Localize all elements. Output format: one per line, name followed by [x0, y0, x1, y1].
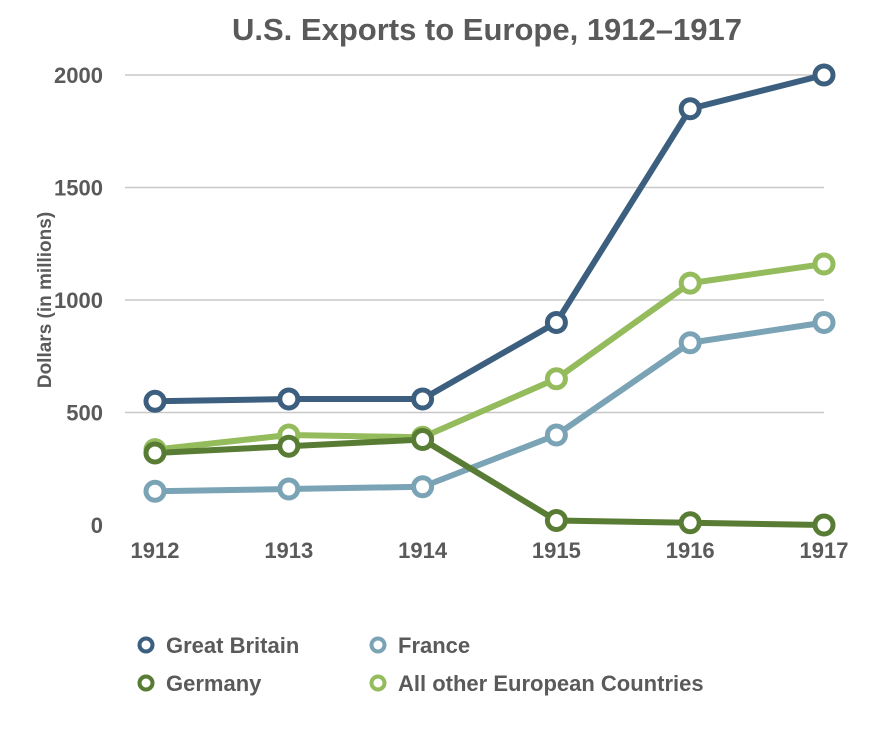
x-tick-label: 1916 [666, 538, 715, 563]
x-tick-label: 1917 [800, 538, 849, 563]
gridlines [125, 74, 824, 414]
data-point [411, 428, 435, 451]
legend-marker [369, 674, 387, 692]
series-line-0 [152, 72, 827, 405]
data-point [678, 97, 702, 121]
data-point [143, 479, 167, 503]
data-point [544, 423, 568, 447]
series-markers [143, 63, 836, 537]
y-axis-label: Dollars (in millions) [35, 212, 56, 388]
data-point [812, 252, 836, 276]
data-point [812, 513, 836, 537]
x-tick-labels: 1912 1913 1914 1915 1916 1917 [131, 538, 849, 563]
x-tick-label: 1915 [532, 538, 581, 563]
data-point [678, 511, 702, 535]
legend-label: All other European Countries [398, 671, 704, 696]
legend-label: Great Britain [166, 633, 299, 658]
data-point [544, 311, 568, 334]
data-point [143, 441, 167, 465]
legend-item: France [369, 633, 470, 658]
x-tick-label: 1912 [131, 538, 180, 563]
data-point [411, 475, 435, 499]
x-tick-label: 1914 [398, 538, 448, 563]
y-tick-label: 0 [91, 513, 103, 538]
y-tick-label: 500 [66, 401, 103, 426]
legend: Great Britain Germany France All other Euro… [137, 633, 704, 696]
y-tick-label: 2000 [54, 63, 103, 88]
legend-marker [137, 674, 155, 692]
data-point [277, 387, 301, 411]
data-point [812, 311, 836, 334]
data-point [812, 63, 836, 87]
chart-title: U.S. Exports to Europe, 1912–1917 [232, 12, 742, 47]
legend-marker [369, 636, 387, 654]
data-point [143, 389, 167, 413]
y-tick-label: 1000 [54, 288, 103, 313]
data-point [678, 331, 702, 355]
y-tick-label: 1500 [54, 176, 103, 201]
data-point [544, 367, 568, 391]
data-point [277, 434, 301, 458]
series-line-2 [152, 319, 827, 495]
legend-item: Great Britain [137, 633, 299, 658]
series-lines [152, 72, 827, 528]
legend-label: France [398, 633, 470, 658]
data-point [411, 387, 435, 411]
x-tick-label: 1913 [264, 538, 313, 563]
legend-item: All other European Countries [369, 671, 704, 696]
legend-item: Germany [137, 671, 262, 696]
y-tick-labels: 0 500 1000 1500 2000 [54, 63, 103, 538]
legend-marker [137, 636, 155, 654]
data-point [678, 271, 702, 295]
series-line-3 [152, 261, 827, 453]
legend-label: Germany [166, 671, 262, 696]
series-line-1 [152, 436, 827, 528]
data-point [277, 477, 301, 501]
data-point [544, 509, 568, 532]
